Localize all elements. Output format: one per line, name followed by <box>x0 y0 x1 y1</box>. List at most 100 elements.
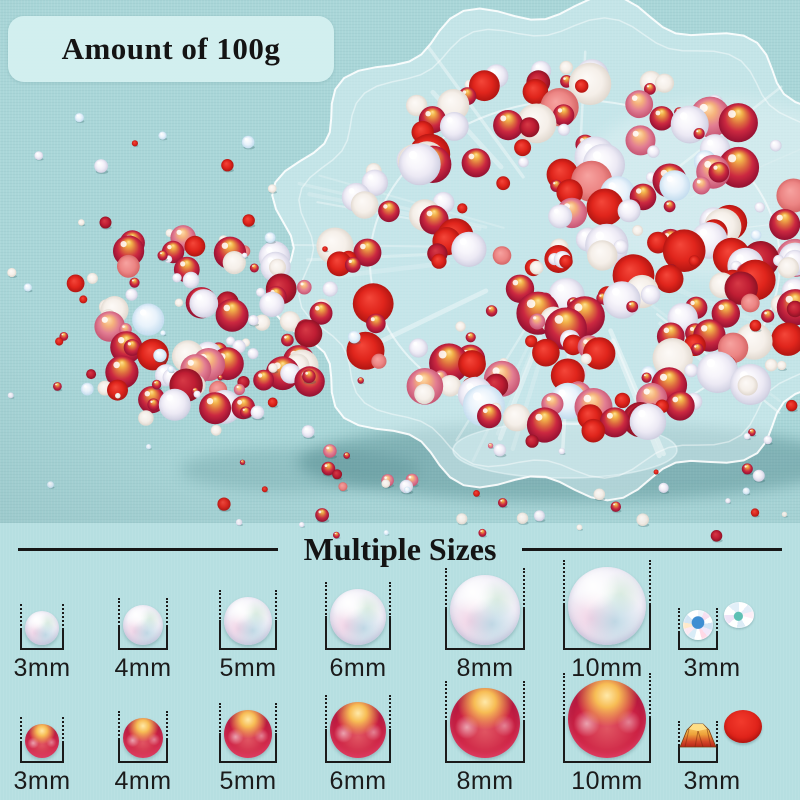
size-item-red-6mm: 6mm <box>315 693 401 796</box>
measurement-bracket <box>445 679 525 763</box>
amount-badge-label: Amount of 100g <box>61 31 281 66</box>
dotted-extension-right <box>275 703 277 735</box>
size-item-red-8mm: 8mm <box>442 679 528 796</box>
white-pearl-4mm <box>123 605 163 645</box>
size-label: 10mm <box>571 654 643 682</box>
section-title: Multiple Sizes <box>303 530 497 567</box>
bracket-lines <box>563 718 651 763</box>
bracket-lines <box>563 605 651 650</box>
dotted-extension-right <box>649 673 651 718</box>
bracket-lines <box>219 622 277 650</box>
dotted-extension-left <box>118 711 120 740</box>
measurement-bracket <box>325 580 391 650</box>
measurement-bracket <box>219 588 277 650</box>
size-item-red-10mm: 10mm <box>563 671 651 796</box>
dotted-extension-left <box>445 681 447 722</box>
dotted-extension-right <box>275 590 277 622</box>
measurement-bracket <box>678 606 718 650</box>
size-item-white-3mm: 3mm <box>0 602 85 683</box>
size-item-red-4mm: 4mm <box>100 709 186 796</box>
measurement-bracket <box>118 596 168 650</box>
size-item-white-6mm: 6mm <box>315 580 401 683</box>
section-title-row: Multiple Sizes <box>0 528 800 570</box>
dotted-extension-left <box>20 604 22 630</box>
red-pearl-10mm <box>568 680 646 758</box>
bracket-lines <box>219 735 277 763</box>
dotted-extension-right <box>649 560 651 605</box>
red-pearl-5mm <box>224 710 272 758</box>
dotted-extension-right <box>62 604 64 630</box>
dotted-extension-left <box>118 598 120 627</box>
dotted-extension-left <box>563 560 565 605</box>
dotted-extension-left <box>325 582 327 618</box>
size-label: 4mm <box>114 654 172 682</box>
dotted-extension-left <box>325 695 327 731</box>
dotted-extension-left <box>219 703 221 735</box>
ab-rhinestone-tilted-view <box>724 602 754 628</box>
dotted-extension-right <box>389 695 391 731</box>
size-item-white-10mm: 10mm <box>563 558 651 683</box>
size-label: 3mm <box>683 767 741 795</box>
white-pearl-5mm <box>224 597 272 645</box>
dotted-extension-right <box>716 608 718 633</box>
size-item-white-8mm: 8mm <box>442 566 528 683</box>
bracket-lines <box>678 746 718 763</box>
divider-line-right <box>522 547 782 551</box>
size-row-red-pearls: 3mm 4mm 5mm 6mm 8mm 10mm 3mm <box>0 668 800 796</box>
dotted-extension-left <box>678 721 680 746</box>
dotted-extension-right <box>166 711 168 740</box>
dotted-extension-right <box>166 598 168 627</box>
size-label: 6mm <box>329 654 387 682</box>
bracket-lines <box>118 740 168 763</box>
dotted-extension-right <box>716 721 718 746</box>
bracket-lines <box>325 731 391 763</box>
size-label: 3mm <box>13 654 71 682</box>
size-label: 3mm <box>13 767 71 795</box>
bracket-lines <box>20 630 64 650</box>
dotted-extension-right <box>62 717 64 743</box>
measurement-bracket <box>118 709 168 763</box>
bracket-lines <box>20 743 64 763</box>
measurement-bracket <box>678 719 718 763</box>
white-pearl-8mm <box>450 575 520 645</box>
dotted-extension-left <box>20 717 22 743</box>
dotted-extension-left <box>678 608 680 633</box>
bracket-lines <box>445 609 525 650</box>
size-row-white-pearls: 3mm 4mm 5mm 6mm 8mm 10mm 3mm <box>0 555 800 683</box>
divider-line-left <box>18 547 278 551</box>
dotted-extension-right <box>389 582 391 618</box>
white-pearl-10mm <box>568 567 646 645</box>
size-label: 5mm <box>219 654 277 682</box>
white-pearl-3mm <box>25 611 59 645</box>
size-label: 4mm <box>114 767 172 795</box>
size-label: 6mm <box>329 767 387 795</box>
red-pearl-6mm <box>330 702 386 758</box>
size-label: 10mm <box>571 767 643 795</box>
bracket-lines <box>325 618 391 650</box>
ab-rhinestone-top-view <box>683 610 713 640</box>
white-pearl-6mm <box>330 589 386 645</box>
size-item-white-5mm: 5mm <box>205 588 291 683</box>
size-item-red-3mm-rhinestone: 3mm <box>669 707 762 796</box>
measurement-bracket <box>325 693 391 763</box>
size-item-white-3mm-rhinestone: 3mm <box>669 594 755 683</box>
measurement-bracket <box>563 671 651 763</box>
rhinestone-pair <box>662 707 762 763</box>
measurement-bracket <box>563 558 651 650</box>
dotted-extension-right <box>523 568 525 609</box>
bracket-lines <box>445 722 525 763</box>
rhinestone-pair <box>662 594 762 650</box>
size-label: 8mm <box>456 654 514 682</box>
measurement-bracket <box>219 701 277 763</box>
size-label: 5mm <box>219 767 277 795</box>
gold-red-rhinestone-side-view <box>679 723 717 748</box>
measurement-bracket <box>20 715 64 763</box>
measurement-bracket <box>20 602 64 650</box>
red-pearl-3mm <box>25 724 59 758</box>
red-pearl-4mm <box>123 718 163 758</box>
dotted-extension-right <box>523 681 525 722</box>
dotted-extension-left <box>219 590 221 622</box>
bracket-lines <box>678 633 718 650</box>
size-item-white-4mm: 4mm <box>100 596 186 683</box>
